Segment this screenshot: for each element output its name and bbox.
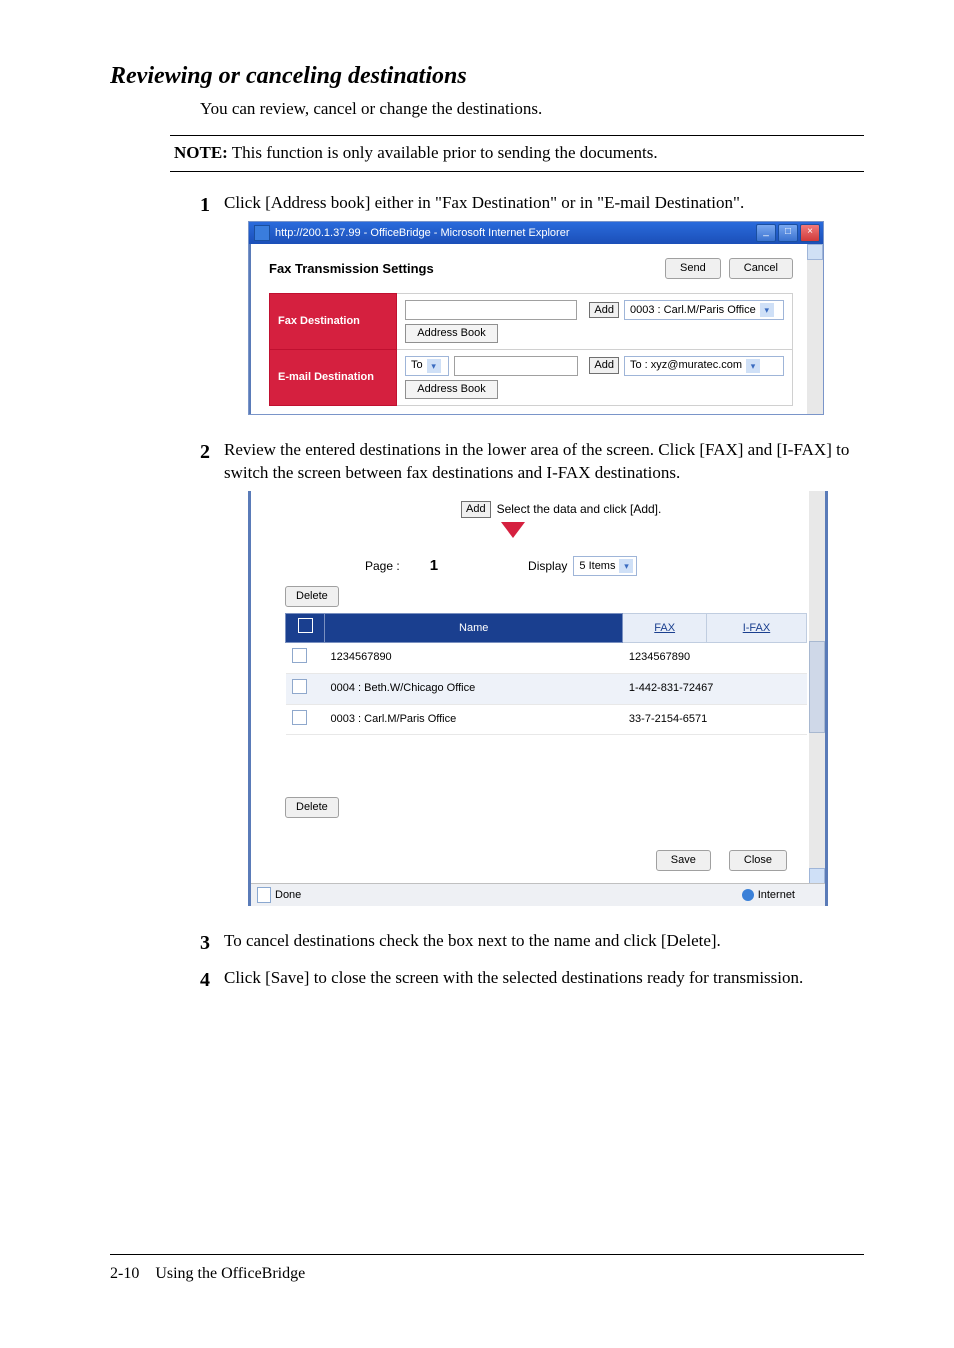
step-number-2: 2 xyxy=(200,439,224,920)
row-checkbox[interactable] xyxy=(292,679,307,694)
scroll-thumb[interactable] xyxy=(809,641,825,733)
page-footer: 2-10 Using the OfficeBridge xyxy=(110,1263,864,1285)
email-select[interactable]: To : xyz@muratec.com ▾ xyxy=(624,356,784,376)
ie-status-bar: Done Internet xyxy=(251,883,825,906)
footer-rule xyxy=(110,1254,864,1255)
delete-button-top[interactable]: Delete xyxy=(285,586,339,607)
document-icon xyxy=(257,887,271,903)
close-button[interactable]: Close xyxy=(729,850,787,871)
ie-window: http://200.1.37.99 - OfficeBridge - Micr… xyxy=(248,221,824,415)
step-1-text: Click [Address book] either in "Fax Dest… xyxy=(224,193,744,212)
chevron-down-icon: ▾ xyxy=(619,559,633,573)
scrollbar[interactable] xyxy=(807,244,823,414)
display-select[interactable]: 5 Items ▾ xyxy=(573,556,637,576)
note-box: NOTE: This function is only available pr… xyxy=(170,135,864,172)
fax-destination-label: Fax Destination xyxy=(270,294,397,350)
section-heading: Reviewing or canceling destinations xyxy=(110,60,864,92)
cell-fax: 1-442-831-72467 xyxy=(623,673,807,704)
email-add-button[interactable]: Add xyxy=(589,357,619,374)
table-row: 0004 : Beth.W/Chicago Office 1-442-831-7… xyxy=(286,673,807,704)
row-checkbox[interactable] xyxy=(292,648,307,663)
email-select-value: To : xyz@muratec.com xyxy=(630,358,742,373)
settings-title: Fax Transmission Settings xyxy=(269,260,657,278)
table-add-button[interactable]: Add xyxy=(461,501,491,518)
header-checkbox[interactable] xyxy=(286,614,325,643)
fax-select[interactable]: 0003 : Carl.M/Paris Office ▾ xyxy=(624,300,784,320)
cell-fax: 33-7-2154-6571 xyxy=(623,704,807,735)
delete-button-bottom[interactable]: Delete xyxy=(285,797,339,818)
page-number: 1 xyxy=(430,556,438,576)
cell-fax: 1234567890 xyxy=(623,642,807,673)
note-text: This function is only available prior to… xyxy=(228,143,658,162)
col-name: Name xyxy=(325,614,623,643)
row-checkbox[interactable] xyxy=(292,710,307,725)
email-input[interactable] xyxy=(454,356,578,376)
chevron-down-icon: ▾ xyxy=(760,303,774,317)
maximize-button[interactable]: □ xyxy=(778,224,798,242)
destinations-window: Add Select the data and click [Add]. Pag… xyxy=(248,491,828,906)
step-number-3: 3 xyxy=(200,930,224,957)
chevron-down-icon: ▾ xyxy=(427,359,441,373)
save-button[interactable]: Save xyxy=(656,850,711,871)
display-label: Display xyxy=(528,558,567,574)
step-number-1: 1 xyxy=(200,192,224,429)
callout-arrow-icon xyxy=(501,522,525,538)
add-hint-text: Select the data and click [Add]. xyxy=(497,501,662,517)
step-4-text: Click [Save] to close the screen with th… xyxy=(224,967,864,994)
cancel-button[interactable]: Cancel xyxy=(729,258,793,279)
page-label: Page : xyxy=(365,558,400,574)
display-select-value: 5 Items xyxy=(579,559,615,574)
ie-app-icon xyxy=(254,225,270,241)
col-ifax-tab[interactable]: I-FAX xyxy=(706,614,806,643)
fax-select-value: 0003 : Carl.M/Paris Office xyxy=(630,303,756,318)
close-button[interactable]: × xyxy=(800,224,820,242)
to-select[interactable]: To ▾ xyxy=(405,356,449,376)
cell-name: 0004 : Beth.W/Chicago Office xyxy=(325,673,623,704)
email-destination-label: E-mail Destination xyxy=(270,349,397,405)
table-row: 1234567890 1234567890 xyxy=(286,642,807,673)
ie-title: http://200.1.37.99 - OfficeBridge - Micr… xyxy=(275,226,756,241)
table-row: 0003 : Carl.M/Paris Office 33-7-2154-657… xyxy=(286,704,807,735)
globe-icon xyxy=(742,889,754,901)
status-zone: Internet xyxy=(758,888,795,903)
to-select-value: To xyxy=(411,358,423,373)
scroll-up-icon[interactable] xyxy=(807,244,823,260)
minimize-button[interactable]: _ xyxy=(756,224,776,242)
cell-name: 1234567890 xyxy=(325,642,623,673)
footer-page: 2-10 xyxy=(110,1265,139,1282)
fax-add-button[interactable]: Add xyxy=(589,302,619,319)
ie-titlebar: http://200.1.37.99 - OfficeBridge - Micr… xyxy=(249,222,823,244)
email-address-book-button[interactable]: Address Book xyxy=(405,380,498,399)
destinations-table: Name FAX I-FAX 1234567890 1234567890 xyxy=(285,613,807,787)
note-label: NOTE: xyxy=(174,143,228,162)
footer-title: Using the OfficeBridge xyxy=(155,1265,305,1282)
step-3-text: To cancel destinations check the box nex… xyxy=(224,930,864,957)
fax-number-input[interactable] xyxy=(405,300,577,320)
step-2-text: Review the entered destinations in the l… xyxy=(224,440,849,482)
col-fax-tab[interactable]: FAX xyxy=(623,614,706,643)
scroll-down-icon[interactable] xyxy=(809,868,825,884)
cell-name: 0003 : Carl.M/Paris Office xyxy=(325,704,623,735)
intro-text: You can review, cancel or change the des… xyxy=(200,98,864,121)
fax-address-book-button[interactable]: Address Book xyxy=(405,324,498,343)
status-done: Done xyxy=(275,888,301,903)
send-button[interactable]: Send xyxy=(665,258,721,279)
step-number-4: 4 xyxy=(200,967,224,994)
chevron-down-icon: ▾ xyxy=(746,359,760,373)
